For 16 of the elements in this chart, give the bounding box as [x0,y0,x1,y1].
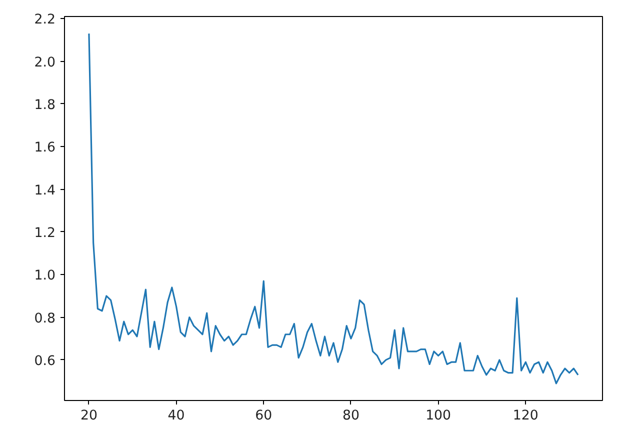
y-tick-label: 1.4 [34,183,56,198]
x-tick-label: 120 [512,408,538,424]
line-series [88,32,579,384]
y-tick-label: 2.0 [34,55,56,70]
y-tick-label: 1.8 [34,98,56,113]
y-tick-label: 1.6 [34,140,56,156]
x-tick-label: 80 [342,408,360,424]
y-tick-label: 0.8 [34,311,56,326]
x-tick-label: 60 [255,408,272,424]
y-tick-label: 0.6 [34,354,56,369]
y-tick-label: 1.0 [34,268,56,284]
y-tick-label: 2.2 [34,12,56,28]
y-tick-label: 1.2 [34,226,56,241]
x-tick-label: 20 [80,408,98,424]
x-tick-label: 40 [168,408,185,424]
x-tick-label: 100 [426,408,452,424]
